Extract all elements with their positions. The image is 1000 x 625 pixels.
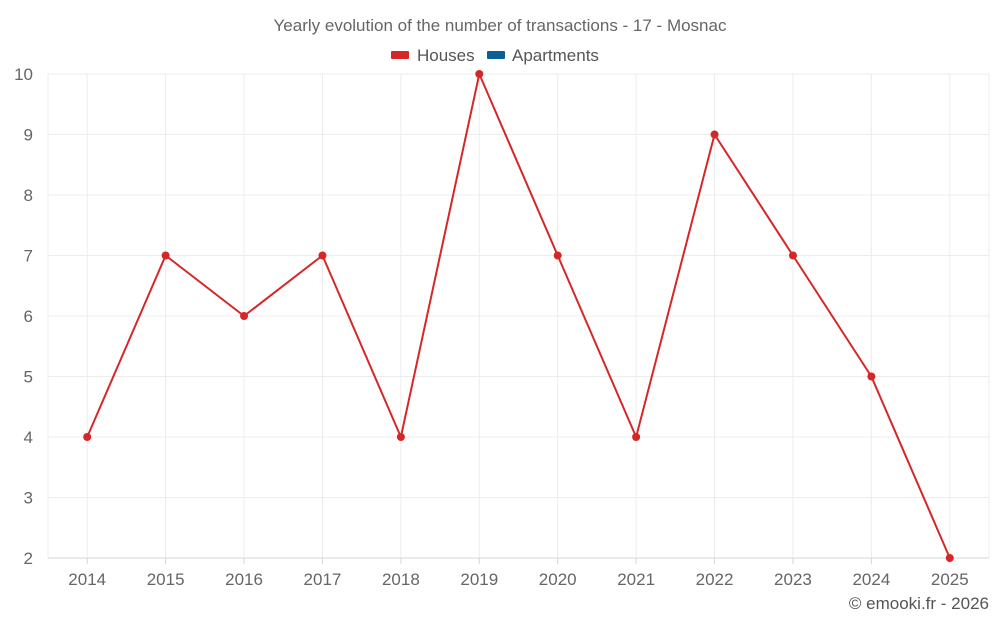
data-point-houses[interactable]	[867, 372, 876, 381]
data-point-houses[interactable]	[475, 70, 484, 78]
legend-item-apartments[interactable]: Apartments	[487, 46, 599, 65]
legend-swatch-houses	[391, 51, 409, 59]
y-tick-label: 8	[24, 186, 33, 205]
x-tick-label: 2017	[304, 570, 342, 589]
data-point-houses[interactable]	[945, 554, 954, 562]
legend: Houses Apartments	[391, 46, 599, 65]
y-tick-label: 5	[24, 368, 33, 387]
x-tick-label: 2021	[617, 570, 655, 589]
y-axis-ticks: 2 3 4 5 6 7 8 9 10	[14, 65, 33, 568]
y-tick-label: 4	[24, 428, 33, 447]
y-tick-label: 9	[24, 126, 33, 145]
x-tick-label: 2014	[68, 570, 106, 589]
legend-item-houses[interactable]: Houses	[391, 46, 475, 65]
data-point-houses[interactable]	[396, 433, 405, 441]
x-tick-label: 2025	[931, 570, 969, 589]
x-tick-label: 2019	[460, 570, 498, 589]
chart-title: Yearly evolution of the number of transa…	[274, 16, 727, 35]
x-tick-label: 2018	[382, 570, 420, 589]
legend-label-houses: Houses	[417, 46, 475, 65]
data-point-houses[interactable]	[553, 251, 562, 260]
credit-text: © emooki.fr - 2026	[849, 594, 989, 613]
series-layer	[83, 70, 954, 562]
y-tick-label: 6	[24, 307, 33, 326]
x-tick-label: 2015	[147, 570, 185, 589]
data-point-houses[interactable]	[710, 130, 719, 139]
data-point-houses[interactable]	[83, 433, 92, 441]
y-tick-label: 10	[14, 65, 33, 84]
y-tick-label: 3	[24, 489, 33, 508]
gridlines	[47, 73, 990, 558]
y-tick-label: 7	[24, 247, 33, 266]
x-tick-label: 2020	[539, 570, 577, 589]
legend-label-apartments: Apartments	[512, 46, 599, 65]
y-tick-label: 2	[24, 549, 33, 568]
x-axis-ticks: 2014 2015 2016 2017 2018 2019 2020 2021 2022 2023…	[68, 558, 969, 589]
x-tick-label: 2016	[225, 570, 263, 589]
x-tick-label: 2023	[774, 570, 812, 589]
data-point-houses[interactable]	[161, 251, 170, 260]
legend-swatch-apartments	[487, 51, 505, 59]
data-point-houses[interactable]	[632, 433, 641, 441]
x-tick-label: 2022	[696, 570, 734, 589]
x-tick-label: 2024	[852, 570, 890, 589]
series-line-houses	[86, 73, 951, 559]
data-point-houses[interactable]	[318, 251, 327, 260]
data-point-houses[interactable]	[788, 251, 797, 260]
data-point-houses[interactable]	[240, 312, 249, 320]
